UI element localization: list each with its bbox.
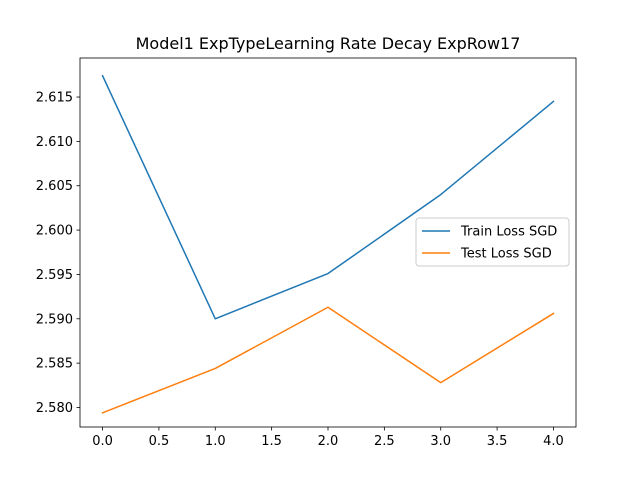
y-tick-label: 2.615 bbox=[36, 91, 73, 106]
x-tick-label: 4.0 bbox=[543, 434, 564, 449]
y-tick-label: 2.595 bbox=[36, 268, 73, 283]
x-tick-label: 0.5 bbox=[149, 434, 170, 449]
series-line-1 bbox=[101, 306, 555, 414]
series-line-0 bbox=[101, 74, 555, 320]
y-tick-label: 2.605 bbox=[36, 179, 73, 194]
x-tick-label: 3.5 bbox=[487, 434, 508, 449]
x-tick-label: 3.0 bbox=[430, 434, 451, 449]
y-tick-label: 2.585 bbox=[36, 357, 73, 372]
y-tick-label: 2.600 bbox=[36, 224, 73, 239]
x-tick-label: 1.5 bbox=[261, 434, 282, 449]
series-layer bbox=[101, 74, 555, 414]
y-tick-label: 2.580 bbox=[36, 401, 73, 416]
y-tick-label: 2.610 bbox=[36, 135, 73, 150]
legend-label-1: Test Loss SGD bbox=[460, 247, 552, 262]
chart-title: Model1 ExpTypeLearning Rate Decay ExpRow… bbox=[136, 34, 521, 53]
x-tick-label: 2.5 bbox=[374, 434, 395, 449]
x-tick-label: 2.0 bbox=[318, 434, 339, 449]
legend-label-0: Train Loss SGD bbox=[460, 225, 557, 240]
y-tick-label: 2.590 bbox=[36, 312, 73, 327]
x-tick-label: 0.0 bbox=[92, 434, 113, 449]
x-tick-label: 1.0 bbox=[205, 434, 226, 449]
legend-box bbox=[415, 217, 570, 267]
axes-layer: 0.0 0.5 1.0 1.5 2.0 2.5 3.0 3.5 4.0 2.580 2.585 2.5… bbox=[36, 57, 577, 449]
legend: Train Loss SGD Test Loss SGD bbox=[415, 217, 570, 267]
